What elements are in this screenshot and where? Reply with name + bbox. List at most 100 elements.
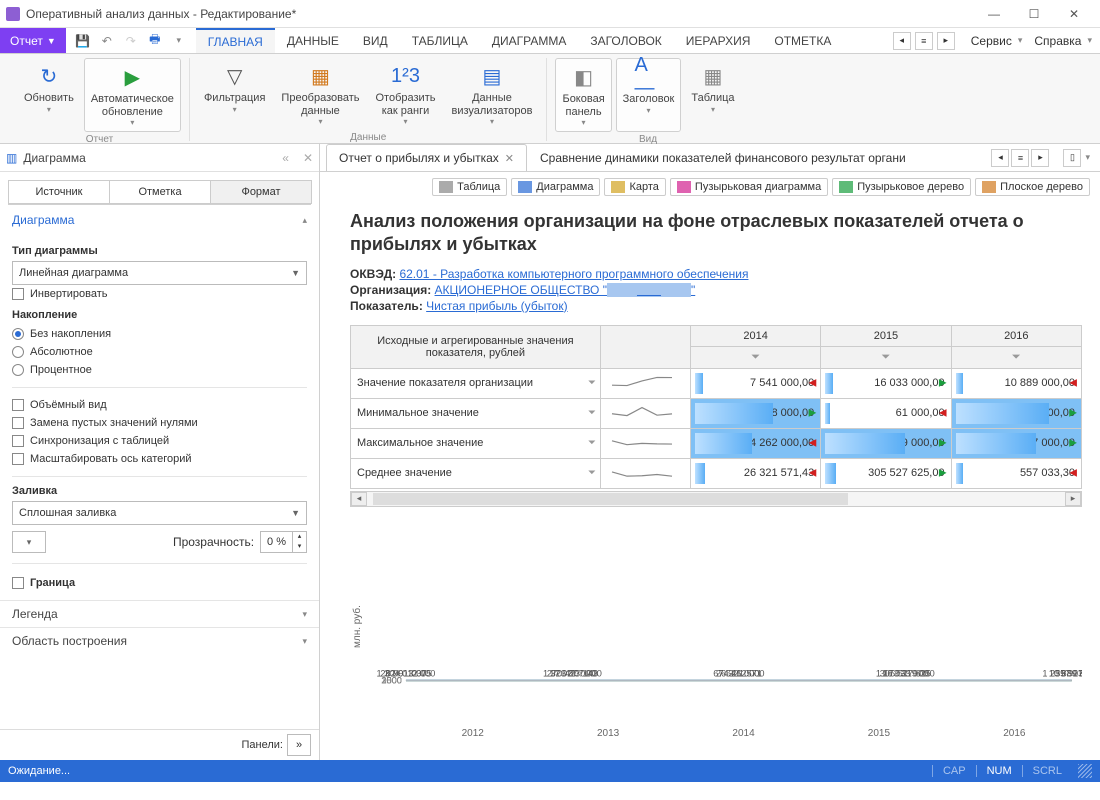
undo-icon[interactable]: ↶	[96, 30, 118, 52]
filter-icon[interactable]: ⏷	[690, 346, 820, 368]
title-bar: Оперативный анализ данных - Редактирован…	[0, 0, 1100, 28]
collapse-icon[interactable]: «	[282, 151, 289, 165]
ribbon-table-button[interactable]: ▦Таблица▾	[685, 58, 740, 132]
minimize-button[interactable]: —	[974, 2, 1014, 26]
invert-checkbox[interactable]: Инвертировать	[12, 285, 307, 303]
table-year-header[interactable]: 2015	[821, 325, 951, 346]
ribbon-tab-3[interactable]: ТАБЛИЦА	[400, 28, 480, 53]
nav-next-icon[interactable]: ▸	[937, 32, 955, 50]
fill-type-select[interactable]: Сплошная заливка ▼	[12, 501, 307, 525]
section-chart-label[interactable]: Диаграмма	[12, 213, 74, 227]
view-map-button[interactable]: Карта	[604, 178, 665, 196]
report-menu-button[interactable]: Отчет▼	[0, 28, 66, 53]
panels-expand-button[interactable]: »	[287, 734, 311, 756]
table-year-header[interactable]: 2014	[690, 325, 820, 346]
print-icon[interactable]: 🖶	[144, 30, 166, 52]
scroll-left-icon[interactable]: ◂	[351, 492, 367, 506]
tab-nav-list-icon[interactable]: ≡	[1011, 149, 1029, 167]
app-icon	[6, 7, 20, 21]
section-plot-label[interactable]: Область построения	[12, 634, 127, 648]
ribbon-tabs: ГЛАВНАЯДАННЫЕВИДТАБЛИЦАДИАГРАММАЗАГОЛОВО…	[196, 28, 844, 53]
view-bubbletree-button[interactable]: Пузырьковое дерево	[832, 178, 971, 196]
ribbon-tab-2[interactable]: ВИД	[351, 28, 400, 53]
ribbon-filter-button[interactable]: ▽Фильтрация▾	[198, 58, 271, 130]
option-checkbox-1[interactable]: Замена пустых значений нулями	[12, 414, 307, 432]
ribbon-transform-button[interactable]: ▦Преобразоватьданные▾	[275, 58, 365, 130]
service-menu[interactable]: Сервис	[971, 34, 1012, 48]
qat-more-icon[interactable]: ▾	[168, 30, 190, 52]
view-chart-button[interactable]: Диаграмма	[511, 178, 600, 196]
nav-prev-icon[interactable]: ◂	[893, 32, 911, 50]
ribbon-ranks-button[interactable]: 1²3Отобразитькак ранги▾	[370, 58, 442, 130]
scroll-right-icon[interactable]: ▸	[1065, 492, 1081, 506]
ribbon-tab-7[interactable]: ОТМЕТКА	[762, 28, 843, 53]
sidepanel-icon: ◧	[570, 63, 598, 91]
status-num: NUM	[976, 765, 1022, 777]
close-button[interactable]: ✕	[1054, 2, 1094, 26]
spinner-down-icon[interactable]: ▾	[292, 542, 306, 552]
view-table-button[interactable]: Таблица	[432, 178, 507, 196]
option-checkbox-2[interactable]: Синхронизация с таблицей	[12, 432, 307, 450]
filter-icon[interactable]: ⏷	[951, 346, 1081, 368]
resize-grip-icon[interactable]	[1078, 764, 1092, 778]
chart-type-select[interactable]: Линейная диаграмма ▼	[12, 261, 307, 285]
table-year-header[interactable]: 2016	[951, 325, 1081, 346]
layout-icon[interactable]: ▯	[1063, 149, 1081, 167]
side-tab-2[interactable]: Формат	[210, 180, 312, 204]
okved-link[interactable]: 62.01 - Разработка компьютерного програм…	[399, 267, 748, 281]
chart-x-label: 2015	[811, 728, 946, 739]
maximize-button[interactable]: ☐	[1014, 2, 1054, 26]
fill-color-select[interactable]: ▾	[12, 531, 46, 553]
option-checkbox-3[interactable]: Масштабировать ось категорий	[12, 450, 307, 468]
chevron-down-icon: ▾	[302, 636, 307, 647]
doc-tab-second[interactable]: Сравнение динамики показателей финансово…	[527, 144, 907, 171]
filter-icon[interactable]: ⏷	[821, 346, 951, 368]
view-flattree-button[interactable]: Плоское дерево	[975, 178, 1090, 196]
tab-nav-next-icon[interactable]: ▸	[1031, 149, 1049, 167]
org-link[interactable]: АКЦИОНЕРНОЕ ОБЩЕСТВО "xxxx"	[435, 283, 696, 297]
nav-list-icon[interactable]: ≡	[915, 32, 933, 50]
filter-icon[interactable]: ⏷	[588, 438, 596, 449]
ribbon-refresh-button[interactable]: ↻Обновить▾	[18, 58, 80, 132]
save-icon[interactable]: 💾	[72, 30, 94, 52]
horizontal-scrollbar[interactable]: ◂ ▸	[350, 491, 1082, 507]
border-checkbox[interactable]: Граница	[12, 574, 307, 592]
option-checkbox-0[interactable]: Объёмный вид	[12, 396, 307, 414]
ribbon-tab-6[interactable]: ИЕРАРХИЯ	[674, 28, 763, 53]
filter-icon[interactable]: ⏷	[588, 408, 596, 419]
ribbon-btn-label: Отобразитькак ранги	[376, 92, 436, 117]
ribbon-header-button[interactable]: A—Заголовок▾	[616, 58, 682, 132]
accum-radio-1[interactable]: Абсолютное	[12, 343, 307, 361]
scroll-thumb[interactable]	[373, 493, 848, 505]
view-bubble-button[interactable]: Пузырьковая диаграмма	[670, 178, 828, 196]
tab-nav-prev-icon[interactable]: ◂	[991, 149, 1009, 167]
ribbon-tab-0[interactable]: ГЛАВНАЯ	[196, 28, 275, 53]
redo-icon[interactable]: ↷	[120, 30, 142, 52]
ribbon-tab-1[interactable]: ДАННЫЕ	[275, 28, 351, 53]
ribbon-tab-4[interactable]: ДИАГРАММА	[480, 28, 578, 53]
ribbon: ↻Обновить▾▶Автоматическоеобновление▾Отче…	[0, 54, 1100, 144]
opacity-spinner[interactable]: 0 % ▴▾	[260, 531, 307, 553]
side-tab-1[interactable]: Отметка	[109, 180, 211, 204]
ribbon-auto-button[interactable]: ▶Автоматическоеобновление▾	[84, 58, 181, 132]
side-tab-0[interactable]: Источник	[8, 180, 110, 204]
table-row: Минимальное значение⏷1 097 348 000,00▶61…	[351, 398, 1082, 428]
section-legend-label[interactable]: Легенда	[12, 607, 58, 621]
indicator-link[interactable]: Чистая прибыль (убыток)	[426, 299, 567, 313]
accum-radio-0[interactable]: Без накопления	[12, 325, 307, 343]
doc-tab-active[interactable]: Отчет о прибылях и убытках ✕	[326, 144, 527, 171]
help-menu[interactable]: Справка	[1034, 34, 1081, 48]
view-btn-label: Плоское дерево	[1000, 181, 1083, 193]
report-menu-label: Отчет	[10, 34, 43, 48]
accum-radio-2[interactable]: Процентное	[12, 361, 307, 379]
close-panel-icon[interactable]: ✕	[303, 151, 313, 165]
spinner-up-icon[interactable]: ▴	[292, 532, 306, 542]
filter-icon[interactable]: ⏷	[588, 378, 596, 389]
ribbon-visualizers-button[interactable]: ▤Данныевизуализаторов▾	[445, 58, 538, 130]
ribbon-sidepanel-button[interactable]: ◧Боковаяпанель▾	[555, 58, 611, 132]
value-cell: 1 239 927 000,00▶	[951, 428, 1081, 458]
filter-icon[interactable]: ⏷	[588, 468, 596, 479]
trend-up-icon: ▶	[1069, 408, 1077, 419]
ribbon-tab-5[interactable]: ЗАГОЛОВОК	[578, 28, 673, 53]
close-tab-icon[interactable]: ✕	[505, 152, 514, 165]
